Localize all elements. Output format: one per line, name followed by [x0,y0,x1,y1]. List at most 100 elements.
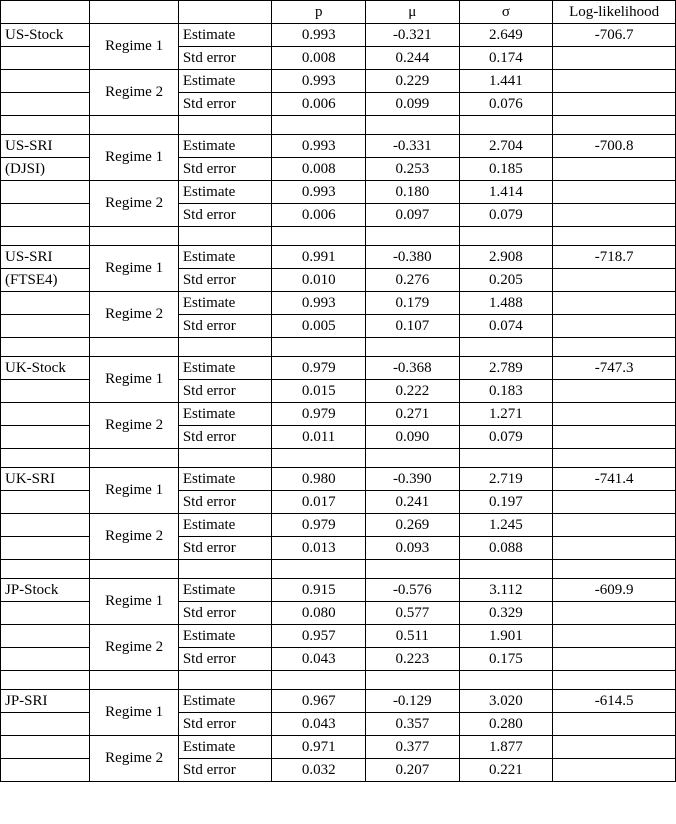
table-cell: 0.013 [272,537,366,560]
table-cell [366,116,460,135]
table-cell: 2.649 [459,24,553,47]
table-cell [1,70,90,93]
table-cell: Regime 1 [90,357,178,403]
table-cell [1,648,90,671]
header-blank-2 [90,1,178,24]
table-cell: 0.991 [272,246,366,269]
table-cell: 0.093 [366,537,460,560]
table-row: UK-StockRegime 1Estimate0.979-0.3682.789… [1,357,676,380]
table-cell [1,338,90,357]
spacer-row [1,449,676,468]
table-cell [553,426,676,449]
table-cell: Estimate [178,625,272,648]
table-cell: 0.183 [459,380,553,403]
table-cell [1,602,90,625]
table-cell [1,116,90,135]
table-cell [1,537,90,560]
table-cell: 1.441 [459,70,553,93]
table-cell: 0.329 [459,602,553,625]
table-cell [1,227,90,246]
table-cell: -614.5 [553,690,676,713]
table-cell: 0.222 [366,380,460,403]
table-row: Regime 2Estimate0.9930.2291.441 [1,70,676,93]
table-cell: Regime 2 [90,292,178,338]
table-cell: 0.979 [272,514,366,537]
spacer-row [1,671,676,690]
table-cell [272,116,366,135]
table-cell: 0.207 [366,759,460,782]
table-cell [1,292,90,315]
table-cell [553,625,676,648]
table-cell: (DJSI) [1,158,90,181]
table-cell: 0.993 [272,181,366,204]
table-cell: US-SRI [1,135,90,158]
table-cell [1,560,90,579]
table-cell [90,671,178,690]
spacer-row [1,338,676,357]
table-cell: UK-SRI [1,468,90,491]
table-cell [459,560,553,579]
table-cell: 1.245 [459,514,553,537]
table-cell: Std error [178,602,272,625]
table-cell: (FTSE4) [1,269,90,292]
table-cell: 3.020 [459,690,553,713]
table-cell [1,380,90,403]
table-cell [1,449,90,468]
table-cell: Std error [178,380,272,403]
table-cell [178,449,272,468]
table-cell: Regime 2 [90,403,178,449]
table-cell: -0.390 [366,468,460,491]
table-cell: 0.179 [366,292,460,315]
table-cell: Estimate [178,357,272,380]
table-cell: 0.229 [366,70,460,93]
table-cell [553,70,676,93]
table-cell: -747.3 [553,357,676,380]
spacer-row [1,560,676,579]
table-cell: -0.576 [366,579,460,602]
table-cell [366,338,460,357]
table-cell [272,227,366,246]
table-cell: US-SRI [1,246,90,269]
table-cell: Regime 1 [90,690,178,736]
table-cell: 0.967 [272,690,366,713]
table-cell: Std error [178,426,272,449]
table-cell [553,269,676,292]
table-cell: 0.221 [459,759,553,782]
table-cell: -0.368 [366,357,460,380]
table-cell [1,713,90,736]
table-cell: 0.271 [366,403,460,426]
table-cell: Estimate [178,135,272,158]
table-cell [178,227,272,246]
spacer-row [1,116,676,135]
table-cell [553,158,676,181]
table-cell [459,671,553,690]
table-cell: 0.915 [272,579,366,602]
header-ll: Log-likelihood [553,1,676,24]
table-cell: Estimate [178,403,272,426]
table-cell: -718.7 [553,246,676,269]
table-cell: 0.197 [459,491,553,514]
table-cell: 0.244 [366,47,460,70]
table-cell [178,116,272,135]
table-cell: Regime 1 [90,468,178,514]
header-sigma: σ [459,1,553,24]
table-cell: JP-Stock [1,579,90,602]
table-cell [90,227,178,246]
table-cell [553,537,676,560]
table-cell [553,315,676,338]
table-cell: 0.377 [366,736,460,759]
table-cell: 0.979 [272,357,366,380]
table-cell [459,227,553,246]
table-cell [272,338,366,357]
table-cell [553,116,676,135]
table-cell: 0.971 [272,736,366,759]
table-cell: 0.241 [366,491,460,514]
table-cell [90,116,178,135]
table-row: Regime 2Estimate0.9930.1801.414 [1,181,676,204]
table-cell: 3.112 [459,579,553,602]
table-cell: UK-Stock [1,357,90,380]
table-cell: 0.079 [459,204,553,227]
table-cell: Std error [178,315,272,338]
table-cell: 0.276 [366,269,460,292]
table-cell [553,648,676,671]
